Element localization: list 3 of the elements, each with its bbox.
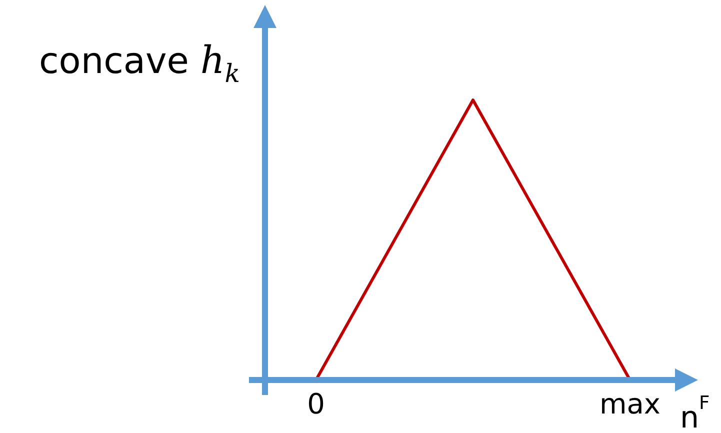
y-axis-title: concave h$_{k}$ (39, 38, 240, 88)
x-tick-label: max (599, 388, 661, 420)
x-tick-label: 0 (307, 388, 325, 420)
